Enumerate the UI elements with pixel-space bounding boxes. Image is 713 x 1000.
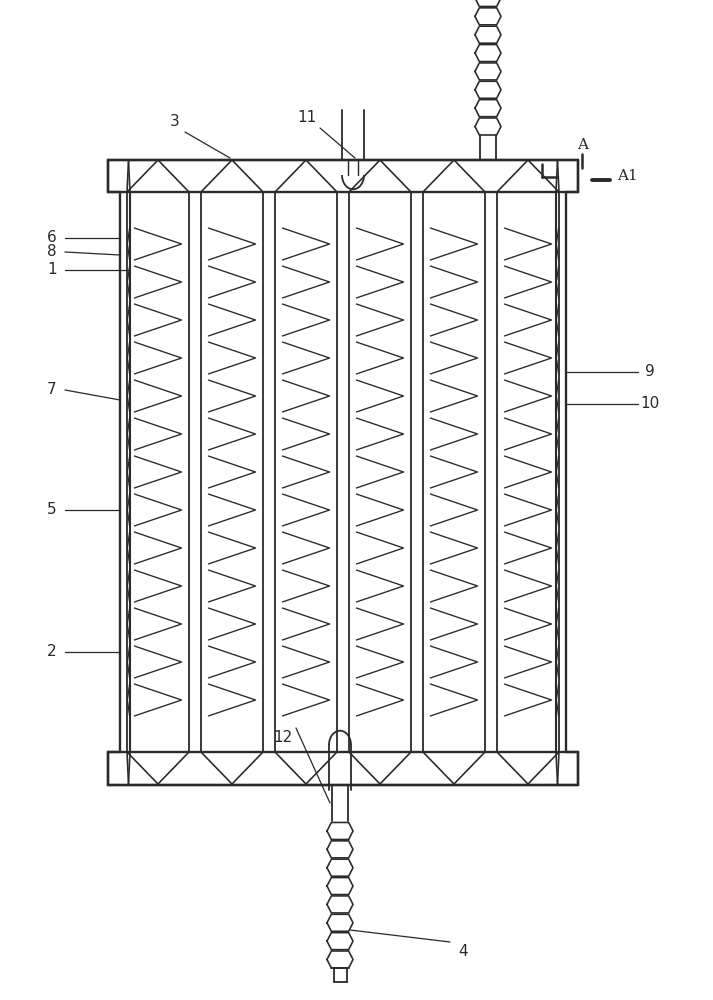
Text: 4: 4 [458,944,468,960]
Text: 12: 12 [273,730,292,746]
Text: 9: 9 [645,364,655,379]
Text: 1: 1 [47,262,57,277]
Text: 7: 7 [47,382,57,397]
Text: 2: 2 [47,645,57,660]
Text: A1: A1 [617,169,637,183]
Text: 11: 11 [297,110,317,125]
Bar [108,160,578,192]
Text: 10: 10 [640,396,660,412]
Text: 5: 5 [47,502,57,518]
Bar [108,752,578,785]
Text: 3: 3 [170,114,180,129]
Text: 8: 8 [47,244,57,259]
Text: A: A [577,138,588,152]
Text: 6: 6 [47,231,57,245]
